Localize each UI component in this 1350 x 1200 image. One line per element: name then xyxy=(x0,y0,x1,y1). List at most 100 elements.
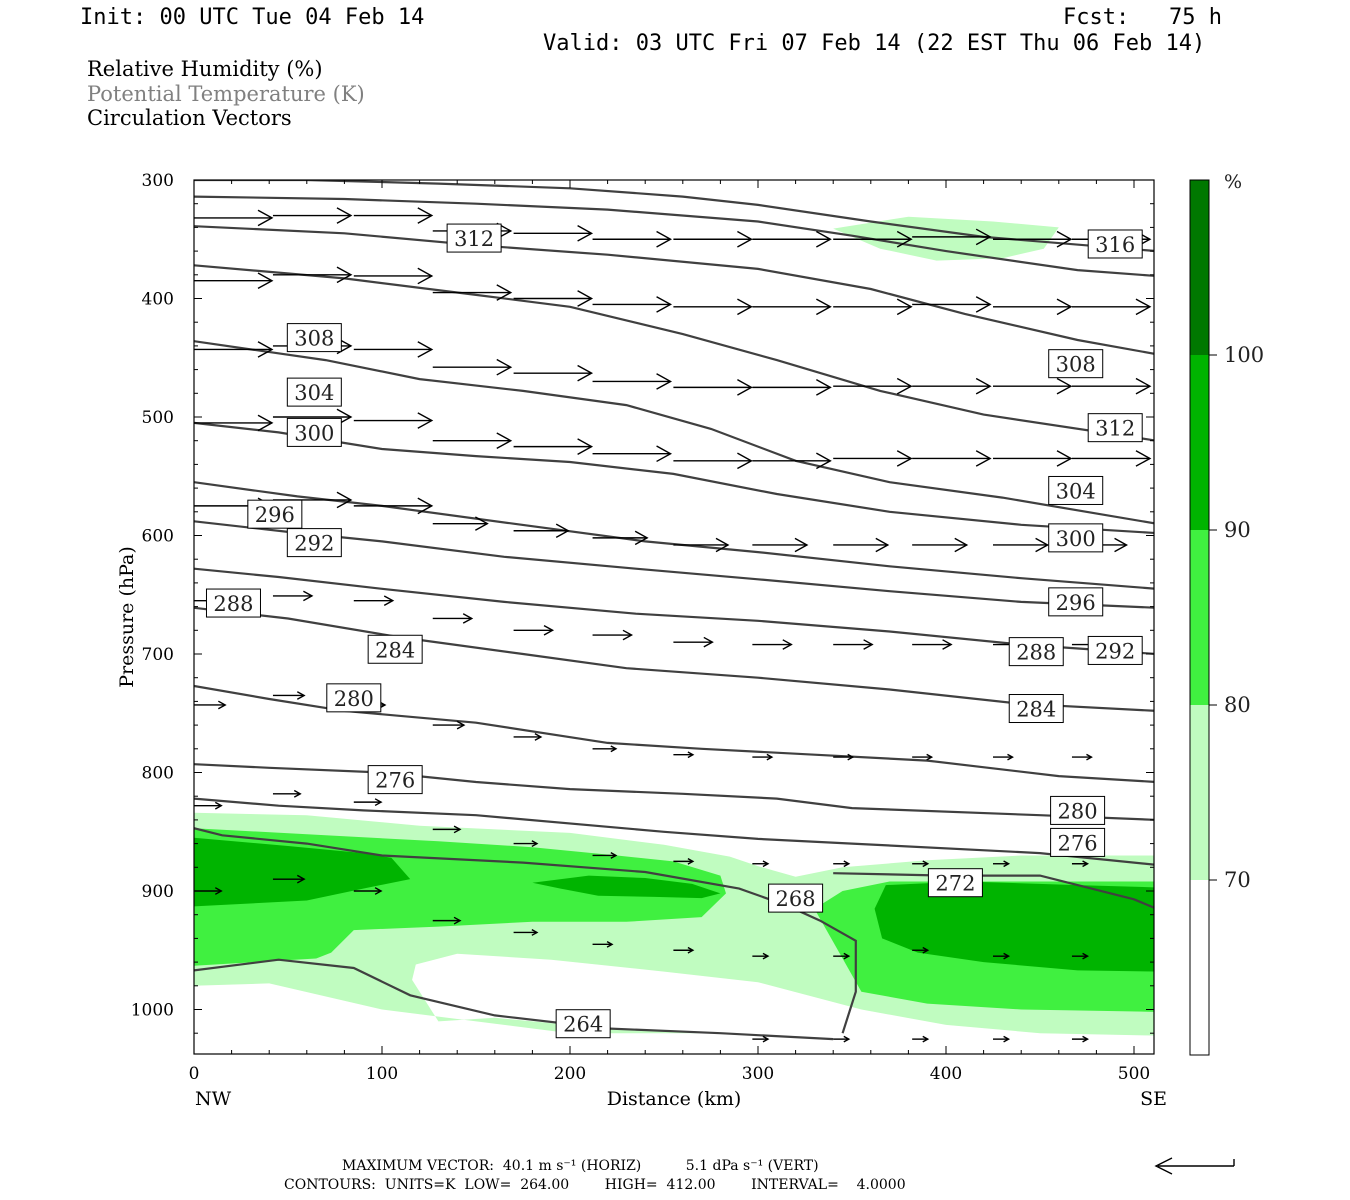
y-tick-label: 400 xyxy=(142,290,174,310)
vector-head xyxy=(687,751,695,759)
vector-head xyxy=(922,946,930,954)
contours-info: CONTOURS: UNITS=K LOW= 264.00 HIGH= 412.… xyxy=(284,1177,906,1193)
vector-head xyxy=(794,537,809,553)
circulation-vector xyxy=(912,946,930,954)
circulation-vector xyxy=(592,745,618,753)
rh-region-90-100-5 xyxy=(532,875,721,899)
theta-label-box xyxy=(286,377,342,407)
circulation-vector xyxy=(752,1035,770,1043)
circulation-vector xyxy=(592,296,673,313)
colorbar-swatch-below xyxy=(1190,880,1209,1055)
x-tick-label: 0 xyxy=(189,1064,200,1084)
circulation-vector xyxy=(912,537,969,553)
circulation-vector xyxy=(752,537,809,553)
x-tick-label: 200 xyxy=(554,1064,586,1084)
y-tick-label: 700 xyxy=(142,645,174,665)
vector-head xyxy=(816,298,832,316)
vector-head xyxy=(816,230,832,248)
circulation-vector xyxy=(194,209,274,227)
rh-region-70-80-1 xyxy=(833,216,1059,261)
theta-label-284-1: 284 xyxy=(1008,694,1064,724)
vector-head xyxy=(687,858,695,865)
circulation-vector xyxy=(912,450,992,467)
vector-head xyxy=(475,516,489,531)
theta-label-text: 272 xyxy=(935,872,975,896)
valid-time: Valid: 03 UTC Fri 07 Feb 14 (22 EST Thu … xyxy=(543,31,1206,56)
rh-region-90-100-4 xyxy=(194,837,411,907)
vector-head xyxy=(374,887,383,895)
colorbar-frame xyxy=(1189,179,1210,1056)
theta-label-box xyxy=(446,223,502,253)
theta-label-box xyxy=(1087,229,1143,259)
vector-head xyxy=(257,414,274,432)
vector-head xyxy=(896,377,913,395)
vector-head xyxy=(577,290,594,307)
colorbar-unit: % xyxy=(1224,171,1242,193)
circulation-vector xyxy=(513,840,539,848)
vector-head xyxy=(257,272,274,290)
y-tick-label: 800 xyxy=(142,764,174,784)
vector-head xyxy=(656,230,673,248)
theta-label-text: 312 xyxy=(1095,417,1135,441)
circulation-vector xyxy=(673,537,730,553)
vector-head xyxy=(766,753,774,761)
x-tick-label: 400 xyxy=(930,1064,962,1084)
circulation-vector xyxy=(752,379,832,396)
vector-head xyxy=(737,298,753,316)
circulation-vector xyxy=(194,272,274,290)
theta-label-288-1: 288 xyxy=(1008,637,1064,667)
theta-label-box xyxy=(1008,637,1064,667)
circulation-vector xyxy=(673,298,753,316)
colorbar-swatch-70 xyxy=(1190,705,1209,880)
circulation-vector xyxy=(513,733,543,741)
theta-label-box xyxy=(286,323,342,353)
theta-label-text: 284 xyxy=(1016,698,1056,722)
colorbar-swatch-90 xyxy=(1190,355,1209,530)
theta-label-text: 292 xyxy=(1095,639,1135,663)
theta-label-text: 312 xyxy=(454,227,494,251)
x-start-label: NW xyxy=(195,1088,232,1110)
vector-head xyxy=(496,284,513,301)
theta-contour-284 xyxy=(194,684,1154,783)
theta-label-text: 280 xyxy=(334,687,374,711)
vector-head xyxy=(737,379,753,396)
circulation-vector xyxy=(1071,1035,1090,1043)
vector-head xyxy=(336,207,353,224)
theta-label-text: 304 xyxy=(1056,479,1096,503)
theta-contour-312 xyxy=(194,264,1154,442)
legend-relative-humidity: Relative Humidity (%) xyxy=(87,57,323,81)
vector-head xyxy=(257,209,274,227)
theta-label-304-1: 304 xyxy=(1048,475,1104,505)
init-time: Init: 00 UTC Tue 04 Feb 14 xyxy=(80,5,425,30)
vector-head xyxy=(896,230,913,248)
colorbar-label-70: 70 xyxy=(1224,868,1251,892)
vector-head xyxy=(863,639,874,650)
vector-head xyxy=(606,940,614,948)
vector-head xyxy=(762,1035,770,1043)
circulation-vector xyxy=(912,377,992,395)
theta-label-text: 292 xyxy=(294,532,334,556)
circulation-vector xyxy=(353,887,383,895)
theta-contour-292 xyxy=(194,567,1154,655)
vector-head xyxy=(975,377,992,395)
vector-head xyxy=(762,952,770,960)
theta-contour-268 xyxy=(194,827,857,1034)
theta-label-box xyxy=(1048,349,1104,379)
theta-label-304-0: 304 xyxy=(286,377,342,407)
vector-head xyxy=(531,929,539,936)
theta-label-box xyxy=(1087,413,1143,443)
theta-label-292-1: 292 xyxy=(1087,635,1143,665)
vector-head xyxy=(296,874,306,884)
theta-label-312-0: 312 xyxy=(446,223,502,253)
theta-label-308-0: 308 xyxy=(286,323,342,353)
vector-head xyxy=(847,753,855,761)
circulation-vector xyxy=(513,624,555,636)
vector-head xyxy=(816,379,832,396)
circulation-vector xyxy=(673,230,753,248)
circulation-vector xyxy=(993,1035,1011,1043)
theta-label-box xyxy=(367,765,423,795)
colorbar: % 100 90 80 70 xyxy=(1189,171,1264,1056)
theta-contour-280 xyxy=(194,763,1154,821)
theta-label-text: 288 xyxy=(1016,641,1056,665)
circulation-vector xyxy=(1071,377,1152,395)
